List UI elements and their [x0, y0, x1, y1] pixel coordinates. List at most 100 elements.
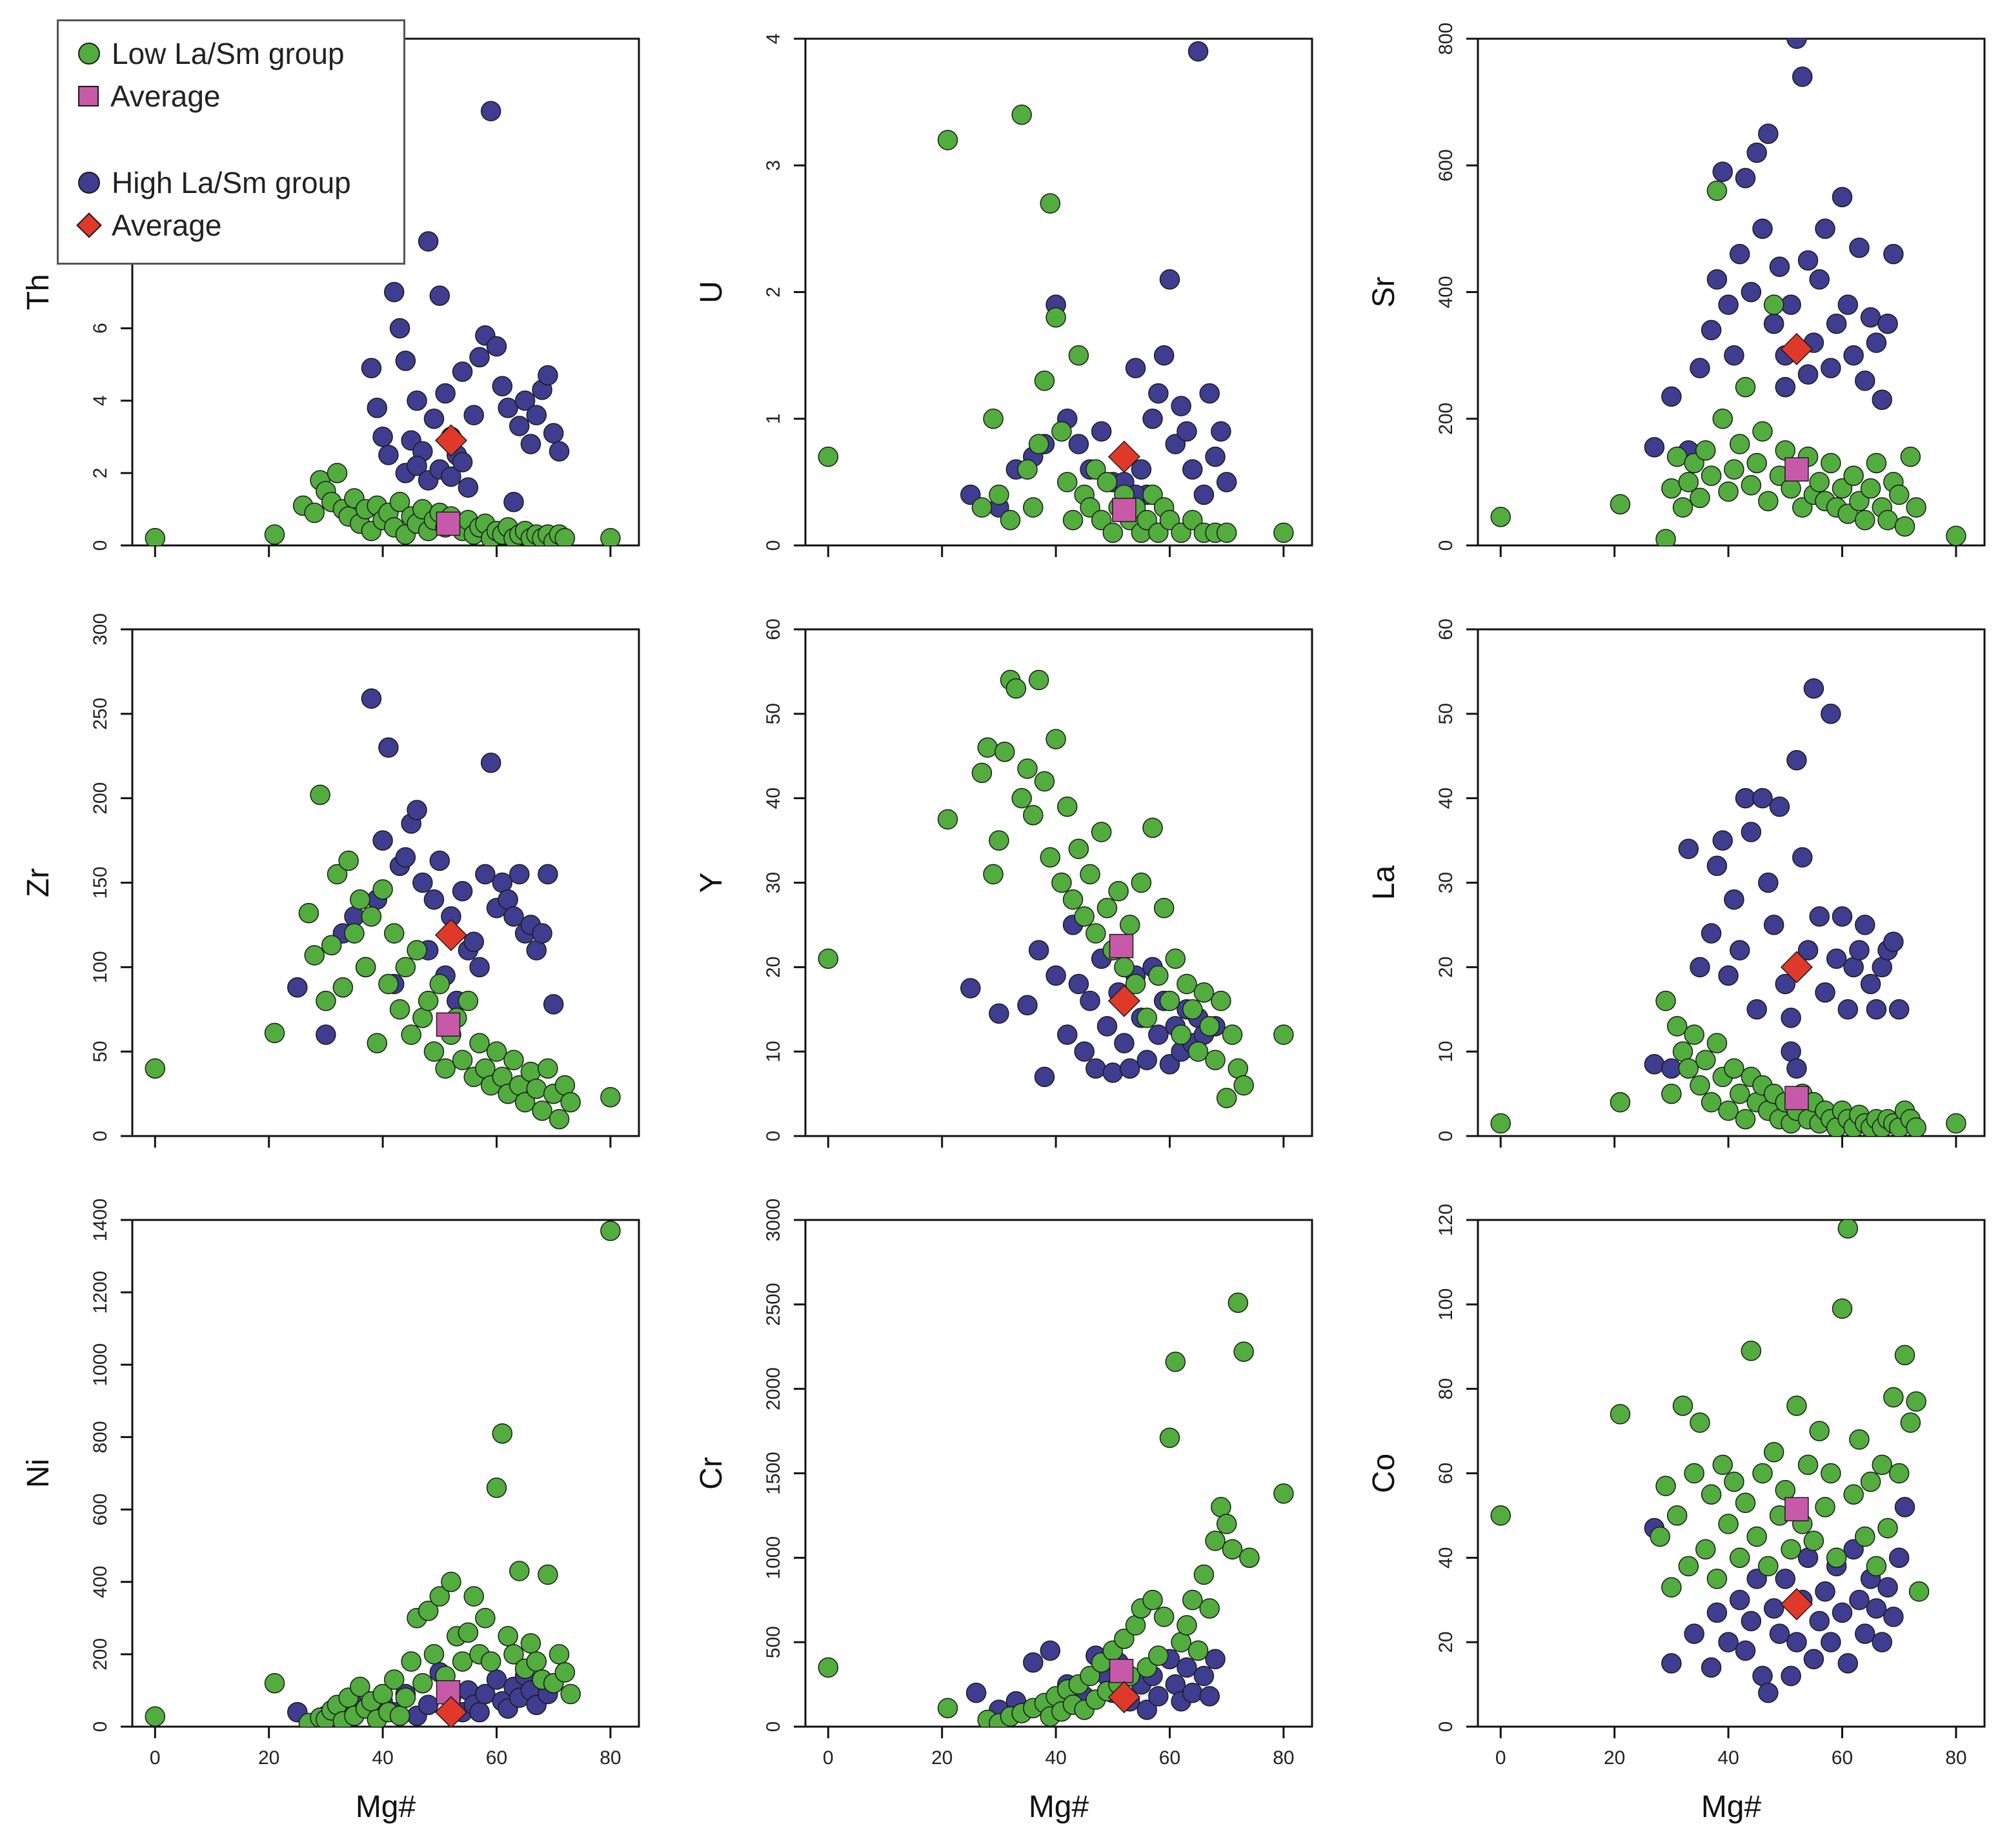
low-group-point: [983, 864, 1004, 885]
low-group-point: [1040, 847, 1061, 868]
low-group-point: [145, 1058, 166, 1079]
low-group-point: [389, 491, 410, 513]
low-group-point: [937, 1698, 958, 1718]
x-tick-label: 80: [1273, 1747, 1294, 1769]
low-group-point: [1028, 669, 1049, 691]
low-group-point: [1062, 889, 1084, 910]
y-tick-label: 600: [90, 1494, 111, 1526]
low-group-point: [600, 1221, 621, 1241]
low-group-point: [1023, 805, 1044, 826]
high-group-point: [1769, 256, 1790, 277]
y-axis-title: Sr: [1367, 276, 1401, 307]
low-group-point: [378, 973, 399, 995]
y-tick-label: 0: [1435, 1131, 1457, 1142]
low-average-marker: [1109, 1658, 1134, 1683]
low-group-point: [503, 1644, 524, 1665]
low-group-point: [1125, 1615, 1146, 1636]
high-group-point: [1023, 1652, 1044, 1673]
high-group-point: [452, 361, 473, 382]
legend-item-low: Low La/Sm group: [78, 34, 345, 73]
y-tick-label: 2000: [763, 1367, 784, 1410]
low-group-point: [1199, 1016, 1220, 1037]
low-group-point: [1153, 898, 1175, 919]
high-group-point: [1114, 1033, 1135, 1053]
high-group-point: [520, 434, 541, 454]
high-group-point: [435, 383, 456, 404]
high-group-point: [1187, 41, 1209, 62]
high-group-point: [1068, 434, 1089, 454]
high-group-point: [1797, 940, 1819, 960]
high-average-marker: [1107, 1681, 1140, 1714]
low-group-point: [389, 999, 410, 1020]
low-group-point: [350, 889, 370, 910]
high-group-point: [1758, 123, 1779, 144]
low-group-point: [1843, 465, 1864, 486]
low-group-point: [1610, 1092, 1631, 1113]
y-tick-label: 4: [90, 395, 111, 406]
y-tick-label: 2: [763, 287, 784, 298]
low-group-point: [1786, 1396, 1807, 1416]
high-group-point: [1068, 973, 1089, 995]
low-group-point: [1017, 459, 1038, 480]
high-group-point: [423, 889, 445, 910]
low-group-point: [1227, 1058, 1249, 1079]
low-group-point: [1216, 1514, 1237, 1534]
high-group-point: [1193, 484, 1215, 505]
low-group-point: [401, 1651, 421, 1672]
high-group-point: [498, 889, 518, 910]
low-group-point: [1171, 1632, 1191, 1652]
low-group-point: [937, 130, 958, 150]
low-group-point: [971, 762, 993, 784]
high-group-point: [1815, 218, 1835, 239]
low-group-point: [1148, 522, 1169, 543]
low-group-point: [1000, 510, 1021, 531]
high-group-point: [498, 398, 518, 418]
high-group-point: [486, 336, 507, 357]
low-group-point: [1678, 1058, 1699, 1079]
low-group-point: [1086, 923, 1106, 944]
high-group-point: [1786, 1058, 1807, 1079]
high-group-point: [543, 423, 564, 443]
y-tick-label: 0: [90, 1721, 111, 1732]
low-group-point: [1695, 440, 1716, 461]
high-group-point: [1706, 269, 1728, 290]
low-group-point: [145, 1706, 166, 1727]
high-group-point: [469, 347, 490, 368]
low-group-point: [1233, 1075, 1254, 1096]
low-group-point: [532, 1101, 552, 1121]
low-group-point: [383, 923, 405, 944]
low-group-point: [145, 528, 166, 545]
y-tick-label: 6: [90, 323, 111, 334]
high-group-point: [1860, 973, 1881, 995]
low-group-point: [538, 1058, 558, 1079]
low-group-point: [327, 463, 348, 483]
high-group-point: [469, 1701, 490, 1723]
low-group-point: [355, 957, 376, 978]
x-axis-title: Mg#: [356, 1790, 416, 1824]
low-group-point: [1159, 510, 1180, 531]
legend-high-label: High La/Sm group: [112, 166, 351, 199]
high-group-point: [1809, 906, 1830, 927]
y-tick-label: 60: [1435, 618, 1457, 640]
low-group-point: [1108, 880, 1129, 902]
x-tick-label: 80: [1945, 1747, 1966, 1769]
high-group-point: [372, 427, 393, 447]
low-group-point: [1159, 990, 1180, 1011]
high-group-point: [1735, 1640, 1756, 1661]
x-tick-label: 80: [600, 1747, 621, 1769]
y-tick-label: 0: [763, 1721, 784, 1732]
high-group-point: [1120, 1058, 1140, 1079]
legend-high-average-marker: [76, 212, 102, 238]
low-group-point: [1177, 1615, 1197, 1636]
high-average-marker: [1107, 440, 1140, 473]
y-axis-title: U: [694, 281, 729, 303]
high-group-point: [1855, 371, 1875, 391]
low-group-point: [469, 1033, 490, 1053]
high-group-point: [1690, 957, 1710, 978]
low-group-point: [1849, 1429, 1870, 1450]
low-group-point: [1906, 1391, 1926, 1412]
low-group-point: [1171, 522, 1191, 543]
y-tick-label: 50: [1435, 703, 1457, 724]
low-average-marker: [1109, 933, 1134, 959]
y-tick-label: 200: [90, 1638, 111, 1670]
